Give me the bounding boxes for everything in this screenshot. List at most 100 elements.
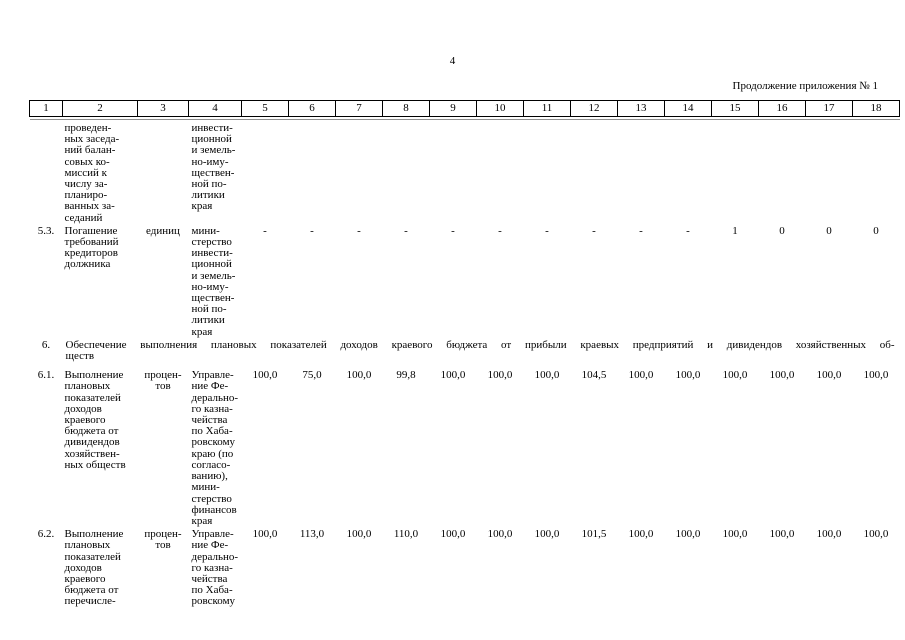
value-cell xyxy=(430,120,477,224)
value-cell: 100,0 xyxy=(816,369,842,382)
unit-cell: процен- тов xyxy=(144,369,182,393)
value-cell: 101,5 xyxy=(581,528,607,541)
header-double-rule xyxy=(29,116,900,120)
value-cell: 0 xyxy=(873,224,879,237)
value-cell xyxy=(571,120,618,224)
column-number-cell: 6 xyxy=(288,100,336,117)
value-cell: 100,0 xyxy=(863,528,889,541)
value-cell xyxy=(665,120,712,224)
value-cell: 100,0 xyxy=(722,369,748,382)
value-cell: 100,0 xyxy=(252,369,278,382)
column-number-cell: 1 xyxy=(29,100,63,117)
value-cell: - xyxy=(263,224,267,237)
value-cell: 100,0 xyxy=(769,369,795,382)
value-cell: 100,0 xyxy=(722,528,748,541)
value-cell: 110,0 xyxy=(393,528,419,541)
value-cell: 100,0 xyxy=(487,369,513,382)
column-number-cell: 14 xyxy=(664,100,712,117)
unit-cell: процен- тов xyxy=(144,528,182,552)
value-cell: - xyxy=(592,224,596,237)
value-cell: - xyxy=(639,224,643,237)
value-cell: 100,0 xyxy=(346,369,372,382)
value-cell: 100,0 xyxy=(534,528,560,541)
value-cell: 100,0 xyxy=(440,528,466,541)
table-row-6-2: 6.2. Выполнение плановых показателей дох… xyxy=(30,527,900,607)
column-number-cell: 4 xyxy=(188,100,242,117)
column-number-cell: 18 xyxy=(852,100,900,117)
value-cell: - xyxy=(310,224,314,237)
value-cell: - xyxy=(357,224,361,237)
column-numbers-row: 1 2 3 4 5 6 7 8 9 10 11 12 13 14 15 16 17 18 xyxy=(29,100,900,117)
table-row-6-1: 6.1. Выполнение плановых показателей дох… xyxy=(30,362,900,527)
double-rule-line xyxy=(29,116,900,120)
section-id-cell: 6. xyxy=(41,338,51,351)
unit-cell: единиц xyxy=(146,224,180,237)
section-row-6: 6. Обеспечение выполнения плановых показ… xyxy=(30,338,900,362)
row-id-cell: 6.2. xyxy=(37,528,55,541)
value-cell: - xyxy=(451,224,455,237)
value-cell: - xyxy=(545,224,549,237)
column-number-cell: 11 xyxy=(523,100,571,117)
indicator-cell: Погашение требований кредиторов должника xyxy=(64,224,119,271)
value-cell: 100,0 xyxy=(628,528,654,541)
value-cell xyxy=(524,120,571,224)
column-number-cell: 3 xyxy=(137,100,189,117)
table-row-5-3: 5.3. Погашение требований кредиторов дол… xyxy=(30,224,900,338)
column-number-cell: 5 xyxy=(241,100,289,117)
value-cell: 113,0 xyxy=(299,528,325,541)
value-cell xyxy=(336,120,383,224)
page-number: 4 xyxy=(449,55,456,67)
table-row-5-2-continued: проведен- ных заседа- ний балан- совых к… xyxy=(30,120,900,224)
value-cell: - xyxy=(498,224,502,237)
column-number-cell: 10 xyxy=(476,100,524,117)
value-cell: - xyxy=(686,224,690,237)
row-id-cell: 6.1. xyxy=(37,369,55,382)
executor-cell: Управле- ние Фе- дерально- го казна- чей… xyxy=(191,369,239,527)
value-cell xyxy=(242,120,289,224)
column-number-cell: 8 xyxy=(382,100,430,117)
indicator-cell: проведен- ных заседа- ний балан- совых к… xyxy=(64,122,120,224)
value-cell: 100,0 xyxy=(440,369,466,382)
value-cell xyxy=(477,120,524,224)
column-number-cell: 7 xyxy=(335,100,383,117)
continuation-note: Продолжение приложения № 1 xyxy=(732,80,878,92)
value-cell xyxy=(383,120,430,224)
indicator-cell: Выполнение плановых показателей доходов … xyxy=(64,369,126,471)
value-cell xyxy=(759,120,806,224)
value-cell: 104,5 xyxy=(581,369,607,382)
value-cell: 99,8 xyxy=(396,369,416,382)
value-cell: 100,0 xyxy=(534,369,560,382)
indicator-cell: Выполнение плановых показателей доходов … xyxy=(64,528,124,608)
section-text-line1: Обеспечение выполнения плановых показате… xyxy=(65,338,895,351)
value-cell: 100,0 xyxy=(252,528,278,541)
column-number-cell: 12 xyxy=(570,100,618,117)
value-cell xyxy=(289,120,336,224)
value-cell: 100,0 xyxy=(863,369,889,382)
value-cell xyxy=(806,120,853,224)
value-cell: 1 xyxy=(732,224,738,237)
value-cell: 100,0 xyxy=(816,528,842,541)
value-cell: - xyxy=(404,224,408,237)
column-number-cell: 13 xyxy=(617,100,665,117)
unit-cell xyxy=(138,120,189,224)
value-cell: 100,0 xyxy=(769,528,795,541)
column-number-cell: 16 xyxy=(758,100,806,117)
row-id-cell xyxy=(30,120,63,224)
value-cell: 100,0 xyxy=(675,369,701,382)
column-number-cell: 15 xyxy=(711,100,759,117)
column-number-cell: 2 xyxy=(62,100,138,117)
row-id-cell: 5.3. xyxy=(37,224,55,237)
value-cell: 100,0 xyxy=(487,528,513,541)
column-number-cell: 9 xyxy=(429,100,477,117)
value-cell: 75,0 xyxy=(302,369,322,382)
section-text-line2: ществ xyxy=(65,350,95,363)
executor-cell: инвести- ционной и земель- но-иму- ществ… xyxy=(191,122,236,213)
value-cell: 100,0 xyxy=(675,528,701,541)
executor-cell: мини- стерство инвести- ционной и земель… xyxy=(191,224,236,338)
value-cell xyxy=(712,120,759,224)
value-cell: 100,0 xyxy=(346,528,372,541)
value-cell: 0 xyxy=(826,224,832,237)
value-cell xyxy=(618,120,665,224)
column-number-cell: 17 xyxy=(805,100,853,117)
